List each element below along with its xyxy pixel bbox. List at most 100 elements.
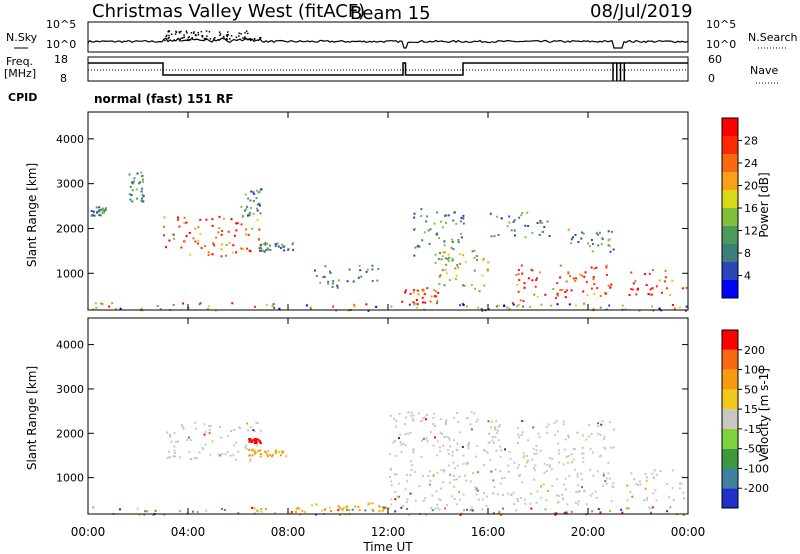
cpid-label: CPID (8, 91, 37, 104)
data-cell (462, 222, 465, 225)
data-cell (556, 292, 559, 295)
data-cell (226, 451, 229, 453)
data-cell (599, 306, 602, 309)
data-cell (564, 477, 567, 480)
data-cell (447, 449, 450, 452)
data-cell (446, 503, 449, 506)
data-cell (371, 508, 374, 511)
data-cell (547, 423, 550, 426)
data-cell (493, 235, 496, 238)
data-cell (412, 291, 415, 294)
data-cell (499, 482, 502, 485)
data-cell (247, 233, 250, 236)
data-cell (459, 513, 462, 516)
nsky-dot (178, 31, 180, 33)
data-cell (438, 283, 441, 285)
data-cell (460, 236, 463, 239)
data-cell (138, 182, 141, 185)
data-cell (610, 446, 613, 449)
data-cell (444, 507, 446, 510)
data-cell (592, 243, 594, 245)
data-cell (448, 481, 451, 484)
data-cell (90, 210, 93, 212)
data-cell (438, 275, 441, 278)
data-cell (476, 489, 479, 492)
data-cell (146, 510, 149, 513)
data-cell (324, 265, 327, 268)
data-cell (608, 304, 611, 307)
data-cell (451, 450, 454, 453)
data-cell (557, 430, 559, 433)
data-cell (593, 267, 596, 270)
data-cell (576, 431, 579, 434)
data-cell (580, 231, 583, 234)
data-cell (456, 449, 459, 452)
data-cell (327, 282, 330, 285)
data-cell (439, 499, 442, 502)
data-cell (548, 465, 551, 468)
data-cell (412, 419, 415, 422)
data-cell (508, 221, 511, 224)
data-cell (140, 171, 143, 174)
data-cell (564, 291, 567, 293)
data-cell (141, 187, 144, 190)
data-cell (515, 509, 518, 512)
data-cell (266, 242, 269, 245)
data-cell (265, 453, 268, 456)
data-cell (256, 218, 259, 221)
data-cell (254, 452, 257, 455)
data-cell (559, 276, 562, 279)
data-cell (274, 452, 277, 454)
data-cell (193, 457, 196, 459)
data-cell (467, 443, 470, 446)
data-cell (449, 473, 452, 476)
nsky-dot (185, 30, 188, 32)
data-cell (664, 269, 667, 272)
data-cell (572, 236, 574, 239)
data-cell (607, 284, 610, 287)
data-cell (422, 301, 424, 304)
data-cell (474, 486, 477, 489)
data-cell (417, 292, 420, 295)
data-cell (557, 500, 560, 503)
data-cell (486, 269, 489, 272)
data-cell (294, 510, 297, 513)
data-cell (533, 478, 536, 481)
data-cell (466, 461, 469, 464)
data-cell (498, 425, 501, 428)
data-cell (425, 414, 428, 417)
data-cell (255, 451, 258, 454)
data-cell (199, 233, 202, 236)
data-cell (257, 449, 260, 452)
data-cell (416, 245, 419, 248)
data-cell (561, 288, 564, 291)
data-cell (421, 417, 424, 420)
data-cell (526, 461, 529, 464)
data-cell (259, 453, 262, 455)
y-tick-label: 4000 (56, 339, 84, 352)
data-cell (557, 442, 560, 445)
data-cell (492, 492, 495, 495)
data-cell (443, 284, 446, 287)
data-cell (252, 450, 255, 453)
data-cell (404, 433, 407, 436)
data-cell (605, 274, 608, 276)
data-cell (509, 457, 512, 460)
data-cell (177, 216, 179, 219)
data-cell (95, 206, 98, 209)
nsky-dot (238, 32, 240, 34)
data-cell (605, 482, 608, 485)
data-cell (278, 307, 281, 310)
data-cell (434, 290, 437, 293)
data-cell (658, 279, 661, 282)
data-cell (461, 284, 464, 287)
data-cell (390, 484, 393, 487)
data-cell (437, 291, 440, 294)
nsky-dot (223, 38, 225, 40)
nsky-dot (219, 34, 221, 37)
data-cell (142, 180, 145, 183)
data-cell (273, 306, 276, 309)
data-cell (128, 193, 131, 196)
data-cell (544, 293, 547, 296)
nsearch-tick-bottom: 10^0 (706, 38, 736, 51)
